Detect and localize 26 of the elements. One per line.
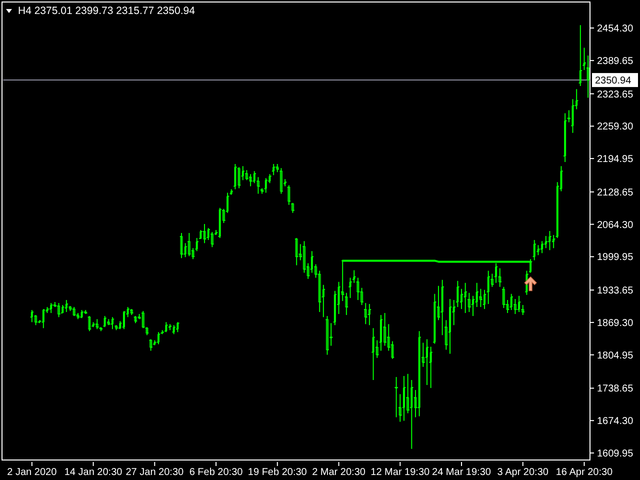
y-tick-label: 2389.65 [597,56,634,68]
x-tick-label: 2 Mar 20:30 [312,467,366,478]
y-tick-label: 2323.65 [597,89,634,100]
y-tick-label: 1674.30 [597,416,634,428]
ref-line-label: 2350.94 [595,76,632,87]
x-tick-label: 2 Jan 2020 [7,467,58,478]
x-tick-label: 27 Jan 20:30 [126,467,184,478]
x-tick-label: 12 Mar 19:30 [370,467,430,478]
x-tick-label: 16 Apr 20:30 [556,467,614,478]
x-tick-label: 19 Feb 20:30 [248,467,308,478]
y-tick-label: 2128.65 [597,187,634,198]
y-tick-label: 2064.30 [597,220,634,231]
x-tick-label: 3 Apr 20:30 [497,467,549,478]
y-tick-label: 1999.95 [597,252,634,264]
y-tick-label: 1738.65 [597,384,634,395]
y-tick-label: 1869.30 [597,318,634,329]
y-tick-label: 2454.30 [597,24,634,35]
y-tick-label: 2194.95 [597,154,634,166]
y-tick-label: 1933.65 [597,286,634,297]
chart-title: H4 2375.01 2399.73 2315.77 2350.94 [18,5,196,17]
y-tick-label: 1609.95 [597,448,634,460]
y-tick-label: 2259.30 [597,122,634,133]
y-tick-label: 1804.95 [597,350,634,362]
x-tick-label: 6 Feb 20:30 [189,467,244,478]
x-tick-label: 14 Jan 20:30 [64,467,123,478]
x-tick-label: 24 Mar 19:30 [432,467,492,478]
